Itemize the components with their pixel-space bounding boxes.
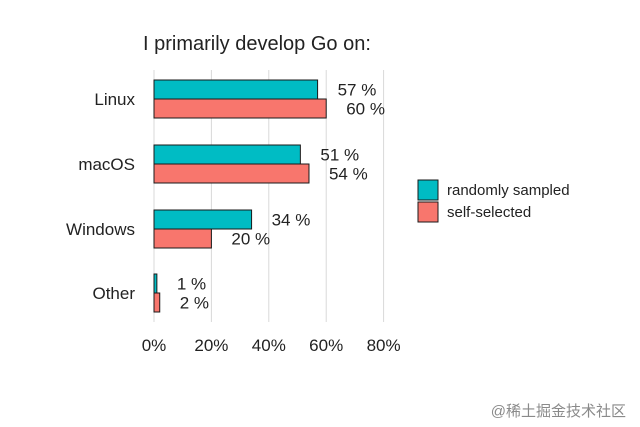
x-tick-label-0: 0% bbox=[142, 336, 167, 355]
bar-0-0 bbox=[153, 79, 319, 100]
x-tick-labels: 0% 20% 40% 60% 80% bbox=[142, 336, 401, 355]
legend-label-1: self-selected bbox=[447, 204, 531, 221]
bar-0-1 bbox=[153, 144, 301, 165]
data-label-1-3: 2 % bbox=[180, 294, 209, 313]
x-tick-label-2: 40% bbox=[252, 336, 286, 355]
watermark: @稀土掘金技术社区 bbox=[491, 403, 626, 420]
category-label-0: Linux bbox=[94, 90, 135, 109]
data-label-0-2: 34 % bbox=[272, 211, 311, 230]
legend: randomly sampled self-selected bbox=[417, 179, 570, 223]
bars bbox=[153, 79, 327, 313]
data-label-0-0: 57 % bbox=[338, 81, 377, 100]
legend-swatch-0 bbox=[417, 179, 439, 201]
bar-1-1 bbox=[153, 163, 310, 184]
data-label-0-3: 1 % bbox=[177, 275, 206, 294]
bar-1-0 bbox=[153, 98, 327, 119]
bar-0-3 bbox=[153, 273, 158, 294]
category-labels: Linux macOS Windows Other bbox=[66, 90, 135, 303]
data-labels: 57 %60 % 51 %54 % 34 %20 % 1 %2 % bbox=[177, 81, 385, 313]
legend-swatch-1 bbox=[417, 201, 439, 223]
data-label-1-1: 54 % bbox=[329, 165, 368, 184]
data-label-1-2: 20 % bbox=[231, 230, 270, 249]
category-label-3: Other bbox=[92, 284, 135, 303]
x-tick-label-3: 60% bbox=[309, 336, 343, 355]
data-label-0-1: 51 % bbox=[320, 146, 359, 165]
data-label-1-0: 60 % bbox=[346, 100, 385, 119]
legend-label-0: randomly sampled bbox=[447, 182, 570, 199]
category-label-1: macOS bbox=[78, 155, 135, 174]
bar-0-2 bbox=[153, 209, 253, 230]
bar-1-2 bbox=[153, 228, 212, 249]
x-tick-label-1: 20% bbox=[194, 336, 228, 355]
chart-title: I primarily develop Go on: bbox=[143, 33, 371, 55]
x-tick-label-4: 80% bbox=[367, 336, 401, 355]
category-label-2: Windows bbox=[66, 220, 135, 239]
bar-1-3 bbox=[153, 292, 161, 313]
